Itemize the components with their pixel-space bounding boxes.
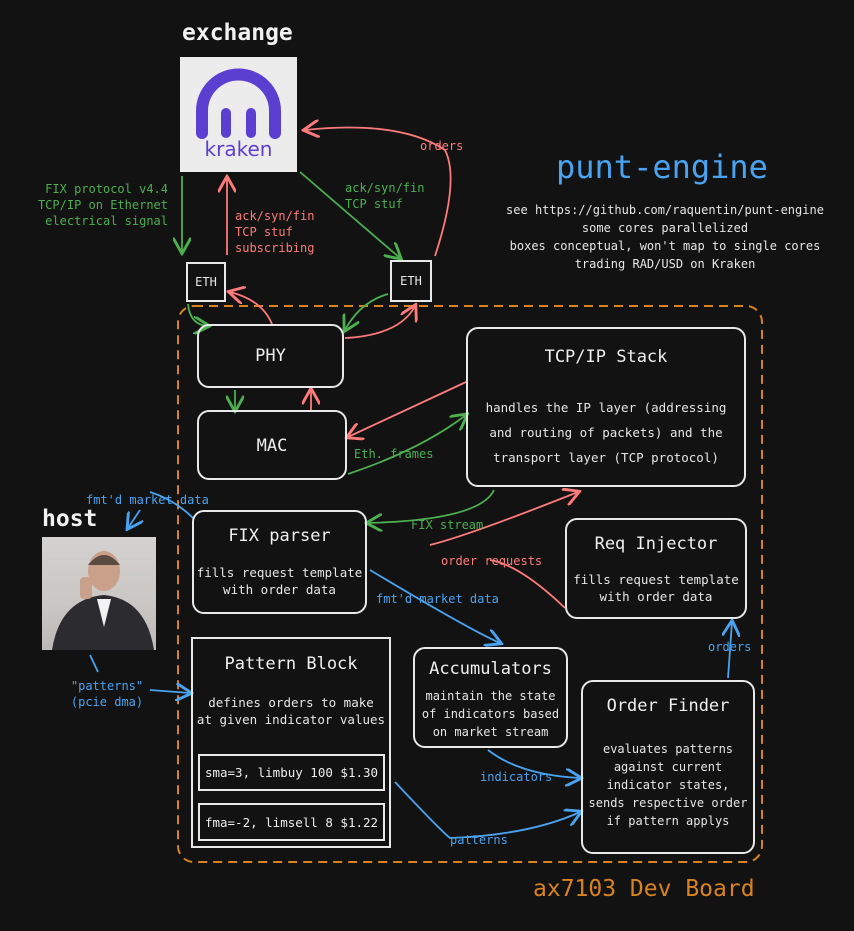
label-patterns-bottom: patterns <box>450 833 508 847</box>
arrow-fmtd-top <box>149 491 194 519</box>
order-finder-title: Order Finder <box>606 696 730 716</box>
order-finder-block: Order Finder evaluates patterns against c… <box>581 680 755 854</box>
pattern-row-1: sma=3, limbuy 100 $1.30 <box>198 754 385 791</box>
label-fix-stream: FIX stream <box>411 518 484 532</box>
arrow-orders-exchange <box>305 128 452 257</box>
arrow-tcp-mac <box>348 381 467 437</box>
exchange-heading: exchange <box>182 20 293 46</box>
host-heading: host <box>42 506 98 532</box>
kraken-logo-icon <box>196 68 281 139</box>
eth-left-box: ETH <box>186 262 226 302</box>
label-ack-right: ack/syn/fin TCP stuf <box>345 181 425 211</box>
eth-right-box: ETH <box>390 260 432 302</box>
tcp-ip-desc: handles the IP layer (addressing and rout… <box>485 400 727 465</box>
label-eth-frames: Eth. frames <box>354 447 434 461</box>
label-orders-top: orders <box>420 139 464 153</box>
arrow-mac-tcp <box>347 415 466 475</box>
arrow-phy-eth-left <box>230 292 273 325</box>
arrow-eth-left-phy <box>187 303 208 326</box>
order-finder-desc: evaluates patterns against current indicat… <box>588 742 748 828</box>
phy-block: PHY <box>197 324 344 388</box>
arrow-order-requests-req <box>489 559 566 609</box>
mac-title: MAC <box>256 436 288 456</box>
req-injector-title: Req Injector <box>594 534 718 554</box>
arrow-phy-eth-right <box>344 306 415 339</box>
eth-left-label: ETH <box>195 275 217 289</box>
label-ack-left: ack/syn/fin TCP stuf subscribing <box>235 209 315 255</box>
label-fix-protocol: FIX protocol v4.4 TCP/IP on Ethernet elect… <box>37 182 168 228</box>
person-icon <box>52 551 154 650</box>
phy-title: PHY <box>255 346 286 366</box>
kraken-logo-text: kraken <box>204 137 273 161</box>
pattern-row-2: fma=-2, limsell 8 $1.22 <box>198 803 385 841</box>
board-label: ax7103 Dev Board <box>533 876 755 902</box>
project-notes: see https://github.com/raquentin/punt-en… <box>506 203 824 271</box>
arrow-host-down <box>128 509 140 528</box>
mac-block: MAC <box>197 410 347 480</box>
label-indicators: indicators <box>480 770 553 784</box>
label-patterns-host: "patterns" (pcie dma) <box>70 679 144 709</box>
project-title: punt-engine <box>556 148 768 186</box>
pattern-block: Pattern Block defines orders to make at g… <box>191 637 391 848</box>
fix-parser-desc: fills request template with order data <box>196 565 363 597</box>
label-order-requests: order requests <box>441 554 543 568</box>
accumulators-desc: maintain the state of indicators based on … <box>421 689 560 739</box>
arrow-order-requests-tcp <box>429 492 578 546</box>
arrow-host-line <box>89 654 99 673</box>
eth-right-label: ETH <box>400 274 422 288</box>
tcp-ip-title: TCP/IP Stack <box>544 347 668 367</box>
pattern-block-title: Pattern Block <box>224 654 358 674</box>
req-injector-desc: fills request template with order data <box>573 572 739 604</box>
board-outline <box>177 305 763 863</box>
arrow-host-pattern <box>149 690 190 693</box>
label-orders-right: orders <box>708 640 752 654</box>
fix-parser-block: FIX parser fills request template with or… <box>192 510 367 614</box>
arrow-fix-acc <box>369 569 500 643</box>
arrow-pattern-order <box>394 781 580 839</box>
arrow-eth-right-phy <box>345 293 389 330</box>
accumulators-title: Accumulators <box>429 659 552 679</box>
arrow-acc-order <box>487 749 580 778</box>
label-fmtd-mid: fmt'd market data <box>376 592 499 606</box>
accumulators-block: Accumulators maintain the state of indica… <box>413 647 568 748</box>
arrow-tcp-fix <box>368 489 495 523</box>
fix-parser-title: FIX parser <box>228 526 331 546</box>
req-injector-block: Req Injector fills request template with … <box>565 518 747 619</box>
kraken-logo: kraken <box>180 57 297 172</box>
label-fmtd-top: fmt'd market data <box>86 493 209 507</box>
pattern-block-desc: defines orders to make at given indicator… <box>196 695 386 727</box>
arrow-exchange-eth-right <box>299 171 400 258</box>
arrow-order-req <box>728 622 732 679</box>
host-photo <box>42 537 156 650</box>
tcp-ip-block: TCP/IP Stack handles the IP layer (addre… <box>466 327 746 487</box>
